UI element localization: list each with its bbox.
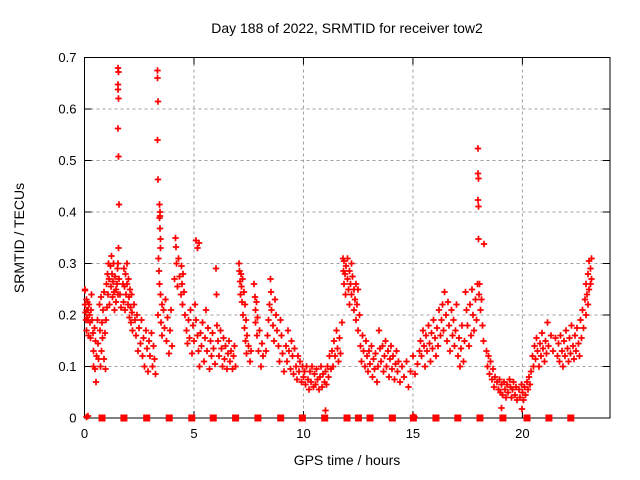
chart-title: Day 188 of 2022, SRMTID for receiver tow… — [211, 20, 483, 36]
tick-labels: 0 0.1 0.2 0.3 0.4 0.5 0.6 0.7 0 5 10 15 20 — [58, 50, 529, 441]
y-tick-label: 0.5 — [58, 153, 76, 168]
y-tick-label: 0.7 — [58, 50, 76, 65]
x-axis-label: GPS time / hours — [294, 452, 401, 468]
y-tick-label: 0.6 — [58, 102, 76, 117]
x-tick-label: 15 — [406, 426, 420, 441]
y-tick-label: 0 — [69, 411, 76, 426]
x-tick-label: 20 — [515, 426, 529, 441]
y-axis-label: SRMTID / TECUs — [11, 183, 27, 293]
chart-grid — [84, 57, 610, 418]
scatter-points — [81, 64, 595, 422]
y-tick-label: 0.2 — [58, 308, 76, 323]
y-tick-label: 0.4 — [58, 205, 76, 220]
plus-markers — [81, 64, 595, 421]
plot-border — [84, 57, 611, 419]
x-tick-label: 10 — [296, 426, 310, 441]
square-markers — [98, 414, 575, 422]
x-tick-label: 0 — [81, 426, 88, 441]
y-tick-label: 0.3 — [58, 256, 76, 271]
chart-ticks — [84, 57, 610, 419]
y-tick-label: 0.1 — [58, 359, 76, 374]
x-tick-label: 5 — [190, 426, 197, 441]
